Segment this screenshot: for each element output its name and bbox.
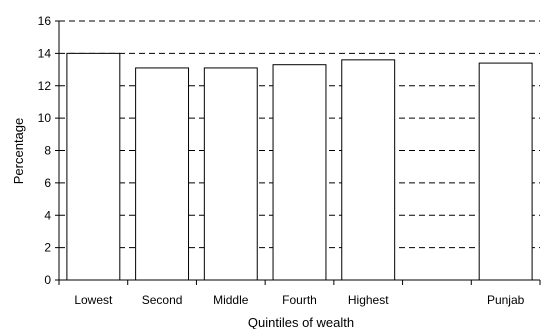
bar-lowest	[66, 52, 121, 281]
y-tick-label-10: 10	[38, 111, 52, 125]
y-axis-title: Percentage	[11, 118, 26, 185]
x-tick-label-second: Second	[142, 293, 183, 307]
x-tick-labels: Lowest Second Middle Fourth Highest Punjab	[74, 293, 524, 307]
y-tick-labels: 0 2 4 6 8 10 12 14 16	[38, 14, 52, 287]
bars	[66, 52, 533, 281]
y-tick-label-8: 8	[44, 144, 51, 158]
y-tick-label-2: 2	[44, 241, 51, 255]
bar-middle	[203, 67, 258, 281]
x-axis-title: Quintiles of wealth	[248, 315, 354, 329]
y-tick-label-12: 12	[38, 79, 52, 93]
bar-punjab	[478, 62, 533, 281]
bar-highest	[341, 59, 396, 281]
x-tick-label-punjab: Punjab	[487, 293, 525, 307]
x-tick-label-middle: Middle	[213, 293, 249, 307]
y-tick-label-0: 0	[44, 273, 51, 287]
x-tick-label-fourth: Fourth	[282, 293, 317, 307]
y-tick-label-4: 4	[44, 208, 51, 222]
axes	[55, 20, 541, 285]
bar-fourth	[272, 64, 327, 281]
y-tick-label-6: 6	[44, 176, 51, 190]
x-tick-label-highest: Highest	[348, 293, 389, 307]
y-tick-label-14: 14	[38, 46, 52, 60]
bar-second	[135, 67, 190, 281]
y-tick-label-16: 16	[38, 14, 52, 28]
x-tick-label-lowest: Lowest	[74, 293, 113, 307]
